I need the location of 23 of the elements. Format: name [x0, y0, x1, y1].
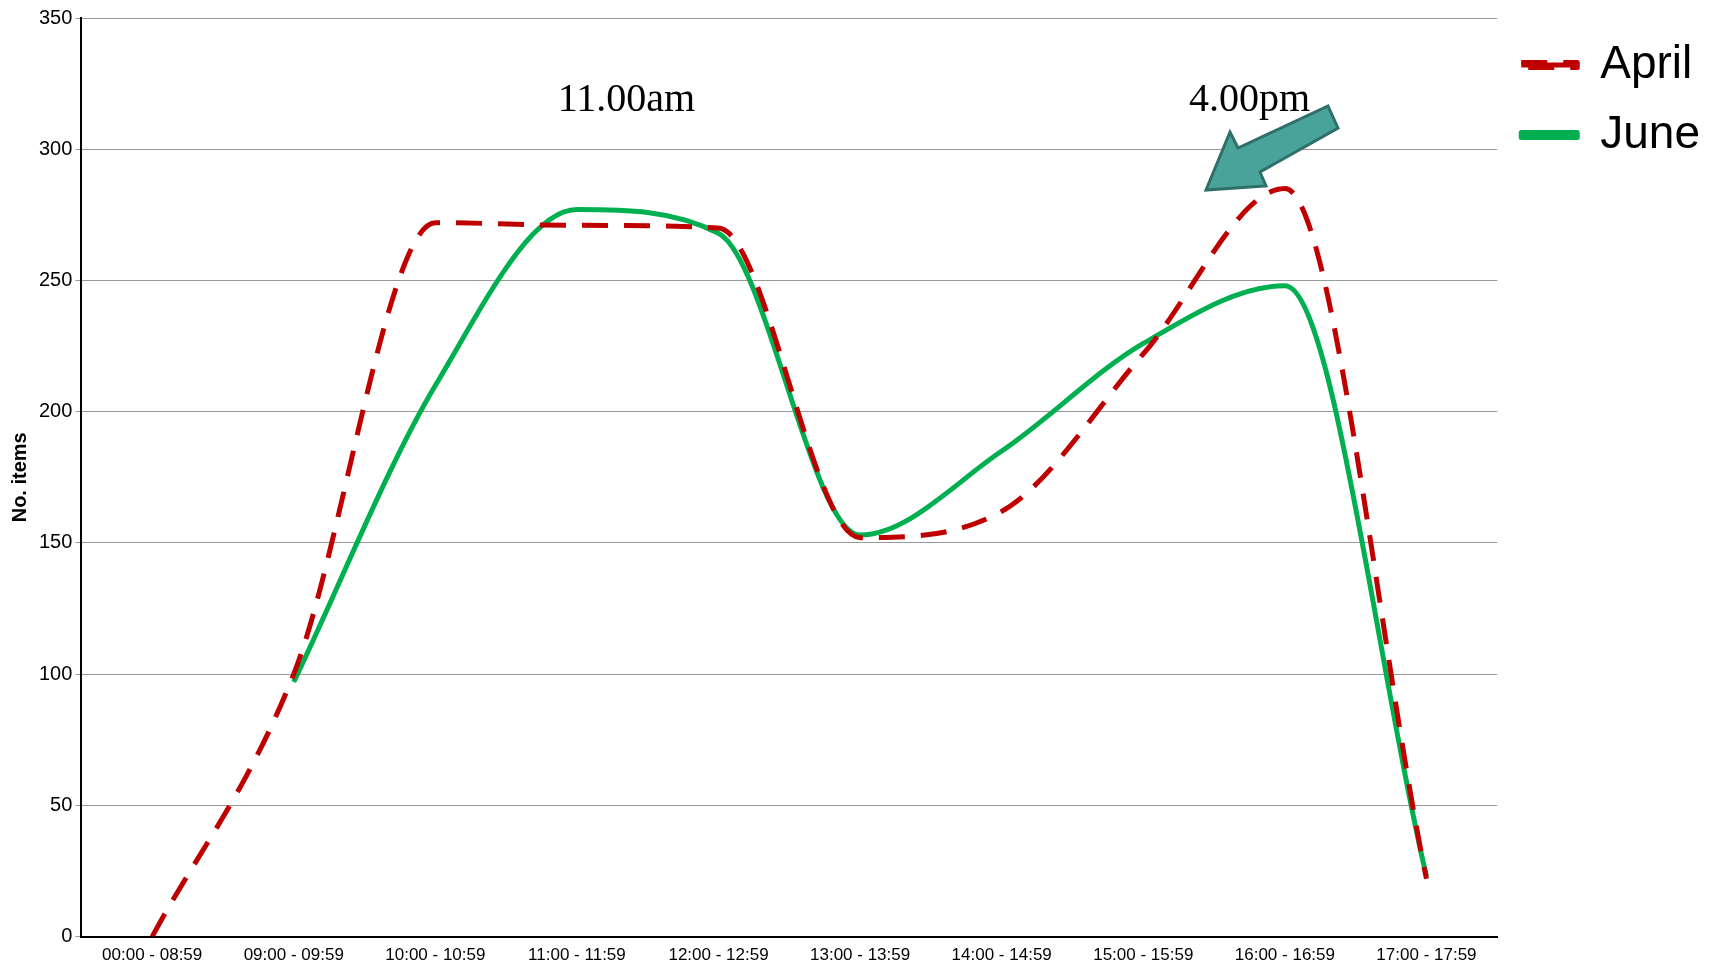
x-tick-label: 10:00 - 10:59 — [385, 945, 486, 965]
y-tick-label: 300 — [38, 136, 73, 159]
x-tick-label: 09:00 - 09:59 — [243, 945, 344, 965]
y-tick-label: 0 — [61, 924, 73, 947]
x-tick-label: 12:00 - 12:59 — [668, 945, 769, 965]
x-tick-label: 15:00 - 15:59 — [1093, 945, 1194, 965]
annotation: 11.00am — [557, 75, 696, 121]
x-tick-label: 17:00 - 17:59 — [1376, 945, 1477, 965]
y-axis-title: No. items — [7, 432, 30, 523]
y-tick-label: 250 — [38, 267, 73, 290]
x-tick-label: 11:00 - 11:59 — [528, 945, 626, 965]
y-tick-label: 150 — [38, 530, 73, 553]
legend-label: June — [1600, 105, 1700, 158]
annotation: 4.00pm — [1188, 75, 1311, 121]
y-tick-label: 200 — [38, 399, 73, 422]
x-tick-label: 14:00 - 14:59 — [951, 945, 1052, 965]
y-tick-label: 50 — [50, 792, 73, 815]
x-tick-label: 00:00 - 08:59 — [102, 945, 203, 965]
x-tick-label: 13:00 - 13:59 — [810, 945, 911, 965]
legend-label: April — [1600, 35, 1693, 88]
y-tick-label: 100 — [38, 661, 73, 684]
x-tick-label: 16:00 - 16:59 — [1234, 945, 1335, 965]
y-tick-label: 350 — [38, 5, 73, 28]
